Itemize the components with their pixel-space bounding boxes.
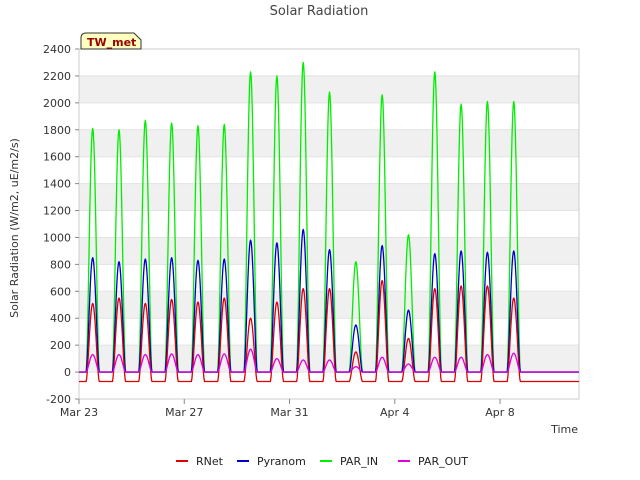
x-tick-label: Apr 4 xyxy=(380,406,410,419)
x-axis-label: Time xyxy=(550,423,578,436)
plot-area xyxy=(78,48,580,400)
grid-band xyxy=(79,49,579,76)
y-tick-label: 1800 xyxy=(43,124,71,137)
y-tick-label: 0 xyxy=(64,366,71,379)
grid-band xyxy=(79,291,579,319)
legend-label-rnet: RNet xyxy=(196,455,224,468)
x-axis-ticks: Mar 23 Mar 27 Mar 31 Apr 4 Apr 8 xyxy=(60,399,515,419)
grid-band xyxy=(79,264,579,292)
y-tick-label: -200 xyxy=(46,393,71,406)
grid-band xyxy=(79,318,579,346)
station-badge-shape xyxy=(80,32,142,50)
y-axis-label: Solar Radiation (W/m2, uE/m2/s) xyxy=(8,138,21,318)
grid-band xyxy=(79,183,579,211)
grid-band xyxy=(79,129,579,157)
grid-band xyxy=(79,372,579,399)
y-tick-label: 1000 xyxy=(43,231,71,244)
grid-band xyxy=(79,345,579,373)
y-tick-label: 1600 xyxy=(43,151,71,164)
grid-band xyxy=(79,156,579,184)
x-tick-label: Mar 27 xyxy=(165,406,203,419)
chart-title: Solar Radiation xyxy=(270,4,369,19)
y-tick-label: 1200 xyxy=(43,205,71,218)
series-line-par-out xyxy=(78,348,580,373)
y-tick-label: 2200 xyxy=(43,70,71,83)
y-tick-label: 200 xyxy=(50,339,71,352)
series-line-rnet xyxy=(78,279,580,383)
y-tick-label: 400 xyxy=(50,312,71,325)
legend-label-par-in: PAR_IN xyxy=(340,455,378,468)
legend: RNet Pyranom PAR_IN PAR_OUT xyxy=(176,455,468,468)
y-tick-label: 600 xyxy=(50,285,71,298)
grid-bands xyxy=(79,49,579,399)
y-axis-ticks: -200 0 200 400 600 800 1000 1200 1400 1600 1800 200… xyxy=(43,43,79,406)
x-tick-label: Apr 8 xyxy=(485,406,515,419)
x-tick-label: Mar 31 xyxy=(270,406,308,419)
y-tick-label: 2400 xyxy=(43,43,71,56)
legend-label-par-out: PAR_OUT xyxy=(418,455,468,468)
y-tick-label: 800 xyxy=(50,258,71,271)
station-badge-label: TW_met xyxy=(87,36,136,49)
station-badge: TW_met xyxy=(80,32,142,50)
legend-label-pyranom: Pyranom xyxy=(257,455,306,468)
grid-band xyxy=(79,210,579,238)
y-tick-label: 2000 xyxy=(43,97,71,110)
x-tick-label: Mar 23 xyxy=(60,406,98,419)
series-layer xyxy=(78,61,580,383)
y-tick-label: 1400 xyxy=(43,178,71,191)
